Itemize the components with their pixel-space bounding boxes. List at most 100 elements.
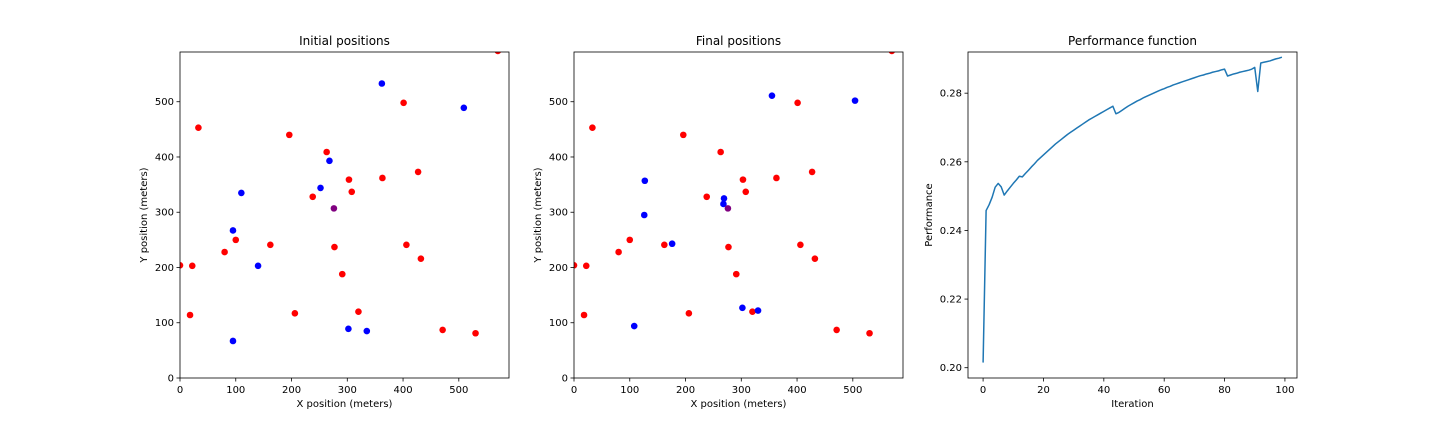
y-axis-label: Y position (meters) xyxy=(533,167,544,263)
chart-title: Final positions xyxy=(696,34,781,48)
x-tick-label: 300 xyxy=(338,385,357,396)
blue-point xyxy=(851,97,859,104)
y-tick-label: 0.20 xyxy=(940,363,962,374)
blue-point xyxy=(720,200,727,208)
red-point xyxy=(685,310,693,317)
red-point xyxy=(626,236,634,244)
red-point xyxy=(331,243,338,251)
red-point xyxy=(888,52,895,55)
x-tick-label: 0 xyxy=(980,385,986,396)
y-tick-label: 0.28 xyxy=(940,89,962,100)
red-point xyxy=(195,124,202,131)
y-axis-label: Y position (meters) xyxy=(139,167,150,263)
y-tick-label: 400 xyxy=(155,152,174,163)
red-point xyxy=(833,326,840,334)
red-point xyxy=(797,241,804,249)
x-tick-label: 40 xyxy=(1097,385,1110,396)
plot-area xyxy=(574,52,895,337)
red-point xyxy=(773,174,780,182)
blue-point xyxy=(229,227,237,234)
blue-point xyxy=(238,189,245,197)
axes-frame xyxy=(967,51,1298,379)
red-point xyxy=(345,176,353,183)
x-tick-label: 100 xyxy=(620,385,639,396)
blue-point xyxy=(345,325,352,333)
x-tick-label: 500 xyxy=(449,385,468,396)
blue-point xyxy=(754,307,762,314)
purple-point xyxy=(724,205,732,212)
red-point xyxy=(742,188,750,196)
chart-panel-3: Performance function 0 20 40 60 80 100 0.20 0.22… xyxy=(924,34,1298,410)
red-point xyxy=(679,131,687,139)
red-point xyxy=(414,168,422,176)
red-point xyxy=(574,261,578,269)
y-tick-label: 500 xyxy=(155,97,174,108)
chart-title: Initial positions xyxy=(299,34,390,48)
x-tick-label: 200 xyxy=(282,385,301,396)
red-point xyxy=(866,329,873,337)
x-tick-label: 400 xyxy=(394,385,413,396)
purple-point xyxy=(330,205,338,212)
chart-title: Performance function xyxy=(1068,34,1197,48)
red-point xyxy=(794,99,801,107)
chart-panel-2: Final positions 0 100 200 300 400 500 0 100 200 30… xyxy=(533,34,904,410)
red-point xyxy=(749,308,756,315)
red-point xyxy=(717,148,724,156)
blue-point xyxy=(668,240,676,248)
red-point xyxy=(615,248,622,256)
blue-point xyxy=(768,92,776,99)
red-point xyxy=(180,261,184,269)
x-axis-label: X position (meters) xyxy=(297,399,393,410)
y-axis-label: Performance xyxy=(924,183,935,246)
y-tick-label: 200 xyxy=(155,263,174,274)
red-point xyxy=(417,255,425,262)
red-point xyxy=(285,131,293,139)
red-point xyxy=(439,326,446,334)
red-point xyxy=(309,193,317,201)
x-tick-label: 100 xyxy=(226,385,245,396)
axes-frame xyxy=(573,51,904,379)
x-tick-label: 300 xyxy=(732,385,751,396)
x-tick-label: 100 xyxy=(1275,385,1294,396)
red-point xyxy=(725,243,732,251)
red-point xyxy=(494,52,501,55)
x-tick-label: 60 xyxy=(1158,385,1171,396)
red-point xyxy=(703,193,711,201)
x-tick-label: 80 xyxy=(1218,385,1231,396)
red-point xyxy=(808,168,816,176)
plot-area xyxy=(982,56,1283,363)
blue-point xyxy=(229,337,237,345)
x-axis-label: X position (meters) xyxy=(691,399,787,410)
y-tick-label: 500 xyxy=(549,97,568,108)
blue-point xyxy=(739,304,746,312)
red-point xyxy=(186,311,194,319)
red-point xyxy=(267,241,274,249)
red-point xyxy=(400,99,407,107)
y-tick-label: 0.24 xyxy=(940,226,962,237)
axes-frame xyxy=(179,51,510,379)
red-point xyxy=(355,308,362,315)
blue-point xyxy=(363,327,371,335)
red-point xyxy=(232,236,240,244)
blue-point xyxy=(630,322,638,330)
red-point xyxy=(338,270,346,278)
y-tick-label: 200 xyxy=(549,263,568,274)
red-point xyxy=(589,124,596,131)
x-tick-label: 20 xyxy=(1037,385,1050,396)
red-point xyxy=(221,248,228,256)
y-tick-label: 0 xyxy=(562,374,568,385)
x-tick-label: 500 xyxy=(843,385,862,396)
red-point xyxy=(580,311,588,319)
x-tick-label: 0 xyxy=(571,385,577,396)
y-tick-label: 0.22 xyxy=(940,295,962,306)
performance-line xyxy=(982,56,1283,363)
blue-point xyxy=(720,195,728,202)
red-point xyxy=(403,241,410,249)
red-point xyxy=(582,262,590,270)
red-point xyxy=(379,174,386,182)
red-point xyxy=(811,255,819,262)
blue-point xyxy=(317,184,324,192)
blue-point xyxy=(460,104,468,112)
red-point xyxy=(188,262,196,270)
